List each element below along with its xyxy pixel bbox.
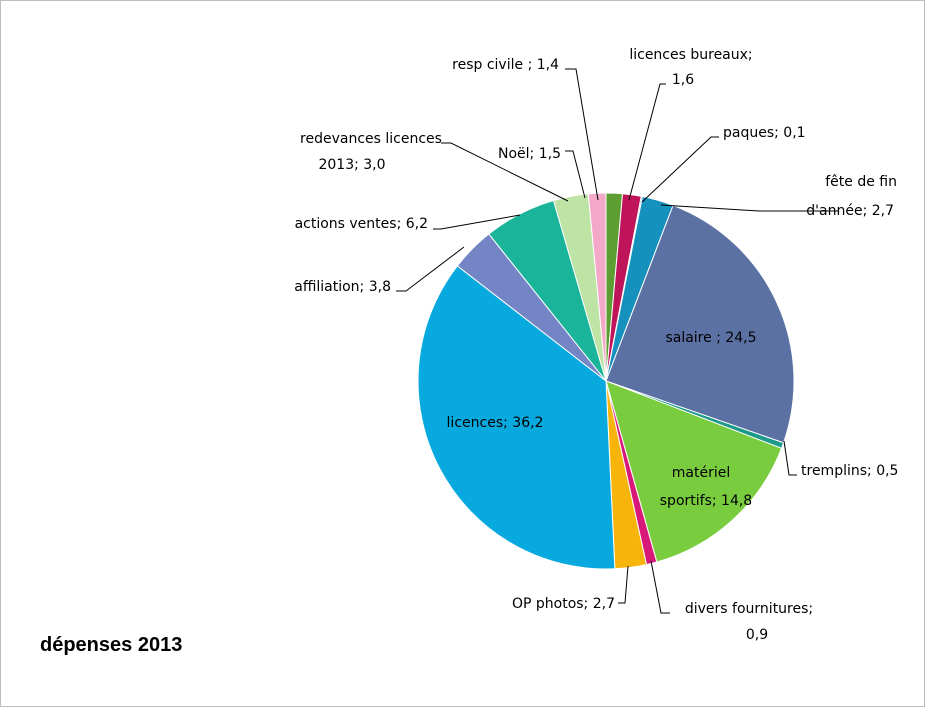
data-label-noel: Noël; 1,5 [498, 146, 561, 162]
data-label-salaire: salaire ; 24,5 [665, 330, 756, 346]
data-label-licences-bureaux-line2: 1,6 [672, 72, 694, 88]
data-label-materiel-sportifs: matériel [672, 465, 730, 481]
leader-line-noel [565, 150, 586, 199]
data-label-paques: paques; 0,1 [723, 125, 806, 141]
pie-slice-materiel-sportifs [605, 380, 783, 563]
data-label-actions-ventes: actions ventes; 6,2 [295, 216, 428, 232]
data-label-op-photos: OP photos; 2,7 [512, 596, 615, 612]
leader-line-licences-bureaux [628, 83, 666, 201]
leader-line-divers-fournitures [650, 560, 670, 614]
data-label-tremplins: tremplins; 0,5 [801, 463, 898, 479]
data-label-fete-de-fin-d-annee: fête de fin [825, 174, 897, 190]
data-label-affiliation: affiliation; 3,8 [294, 279, 391, 295]
chart-title: dépenses 2013 [40, 634, 183, 656]
data-label-divers-fournitures-line2: 0,9 [746, 627, 768, 643]
data-label-redevances-licences-2013: redevances licences [300, 131, 442, 147]
data-label-resp-civile: resp civile ; 1,4 [452, 57, 559, 73]
leader-line-fete-de-fin-d-annee [660, 204, 839, 212]
leader-line-tremplins [783, 440, 797, 476]
data-label-fete-de-fin-d-annee-line2: d'année; 2,7 [806, 203, 894, 219]
data-label-redevances-licences-2013-line2: 2013; 3,0 [318, 157, 385, 173]
data-label-licences: licences; 36,2 [447, 415, 544, 431]
pie-slice-salaire [605, 204, 795, 444]
leader-line-actions-ventes [433, 214, 521, 230]
data-label-licences-bureaux: licences bureaux; [629, 47, 752, 63]
data-label-materiel-sportifs-line2: sportifs; 14,8 [660, 493, 752, 509]
pie-slices [417, 192, 795, 570]
leader-line-paques [641, 136, 719, 203]
leader-line-affiliation [396, 246, 465, 292]
data-label-divers-fournitures: divers fournitures; [685, 601, 813, 617]
leader-lines [396, 68, 839, 614]
data-labels: resp civile ; 1,4 licences bureaux; 1,6 paq… [294, 47, 898, 643]
leader-line-redevances-licences-2013 [441, 142, 569, 202]
leader-line-resp-civile [565, 68, 599, 201]
leader-line-op-photos [618, 565, 629, 604]
pie-slice-licences [417, 265, 616, 570]
